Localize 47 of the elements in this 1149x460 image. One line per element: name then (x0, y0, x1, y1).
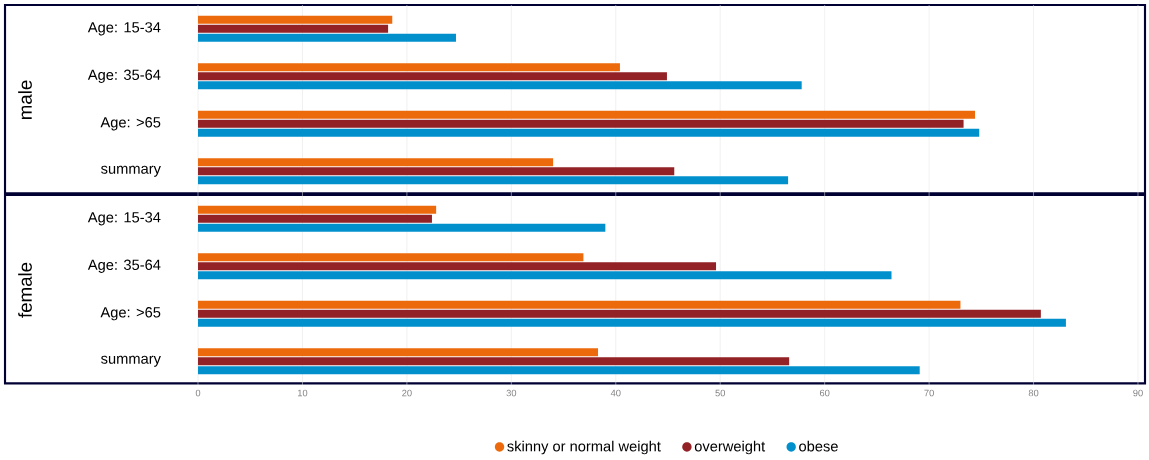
bar (198, 271, 892, 280)
y-tick-label: summary (101, 165, 161, 177)
legend-label: skinny or normal weight (507, 440, 661, 455)
y-tick-label: Age: 15-34 (87, 212, 161, 226)
y-tick-label: Age: >65 (100, 117, 161, 131)
legend-label: obese (799, 440, 838, 452)
x-tick-label: 40 (610, 389, 621, 397)
bar (198, 119, 964, 128)
bar (198, 309, 1041, 318)
bar (198, 366, 920, 375)
x-tick-label: 50 (715, 389, 726, 397)
y-tick-label: Age: >65 (100, 307, 161, 321)
bar (198, 158, 554, 167)
x-tick-label: 30 (506, 389, 517, 397)
y-tick-label: Age: 35-64 (87, 69, 161, 83)
x-tick-label: 70 (924, 389, 934, 397)
legend-label: overweight (694, 440, 766, 455)
y-tick-label: Age: 35-64 (87, 259, 161, 273)
bar (198, 300, 961, 309)
x-tick-label: 20 (402, 389, 412, 397)
bar (198, 262, 717, 271)
bar (198, 33, 456, 42)
text: female (18, 262, 32, 318)
text: male (18, 80, 32, 119)
bar (198, 72, 667, 81)
bar (198, 348, 599, 357)
bar (198, 318, 1066, 327)
bar (198, 357, 790, 366)
bar (198, 176, 789, 185)
bar (198, 24, 389, 33)
bar (198, 128, 980, 137)
bar (198, 253, 584, 262)
y-tick-label: summary (101, 355, 161, 367)
bar (198, 223, 606, 232)
y-tick-label: Age: 15-34 (87, 22, 161, 36)
bar (198, 15, 393, 24)
bar (198, 205, 437, 214)
x-tick-label: 80 (1028, 389, 1039, 397)
bar (198, 63, 620, 72)
bar (198, 81, 802, 90)
x-tick-label: 10 (297, 389, 308, 397)
bar (198, 110, 976, 119)
bar (198, 214, 432, 223)
x-tick-label: 90 (1133, 389, 1143, 397)
bar (198, 167, 675, 176)
x-tick-label: 0 (195, 389, 201, 397)
x-tick-label: 60 (819, 389, 830, 397)
